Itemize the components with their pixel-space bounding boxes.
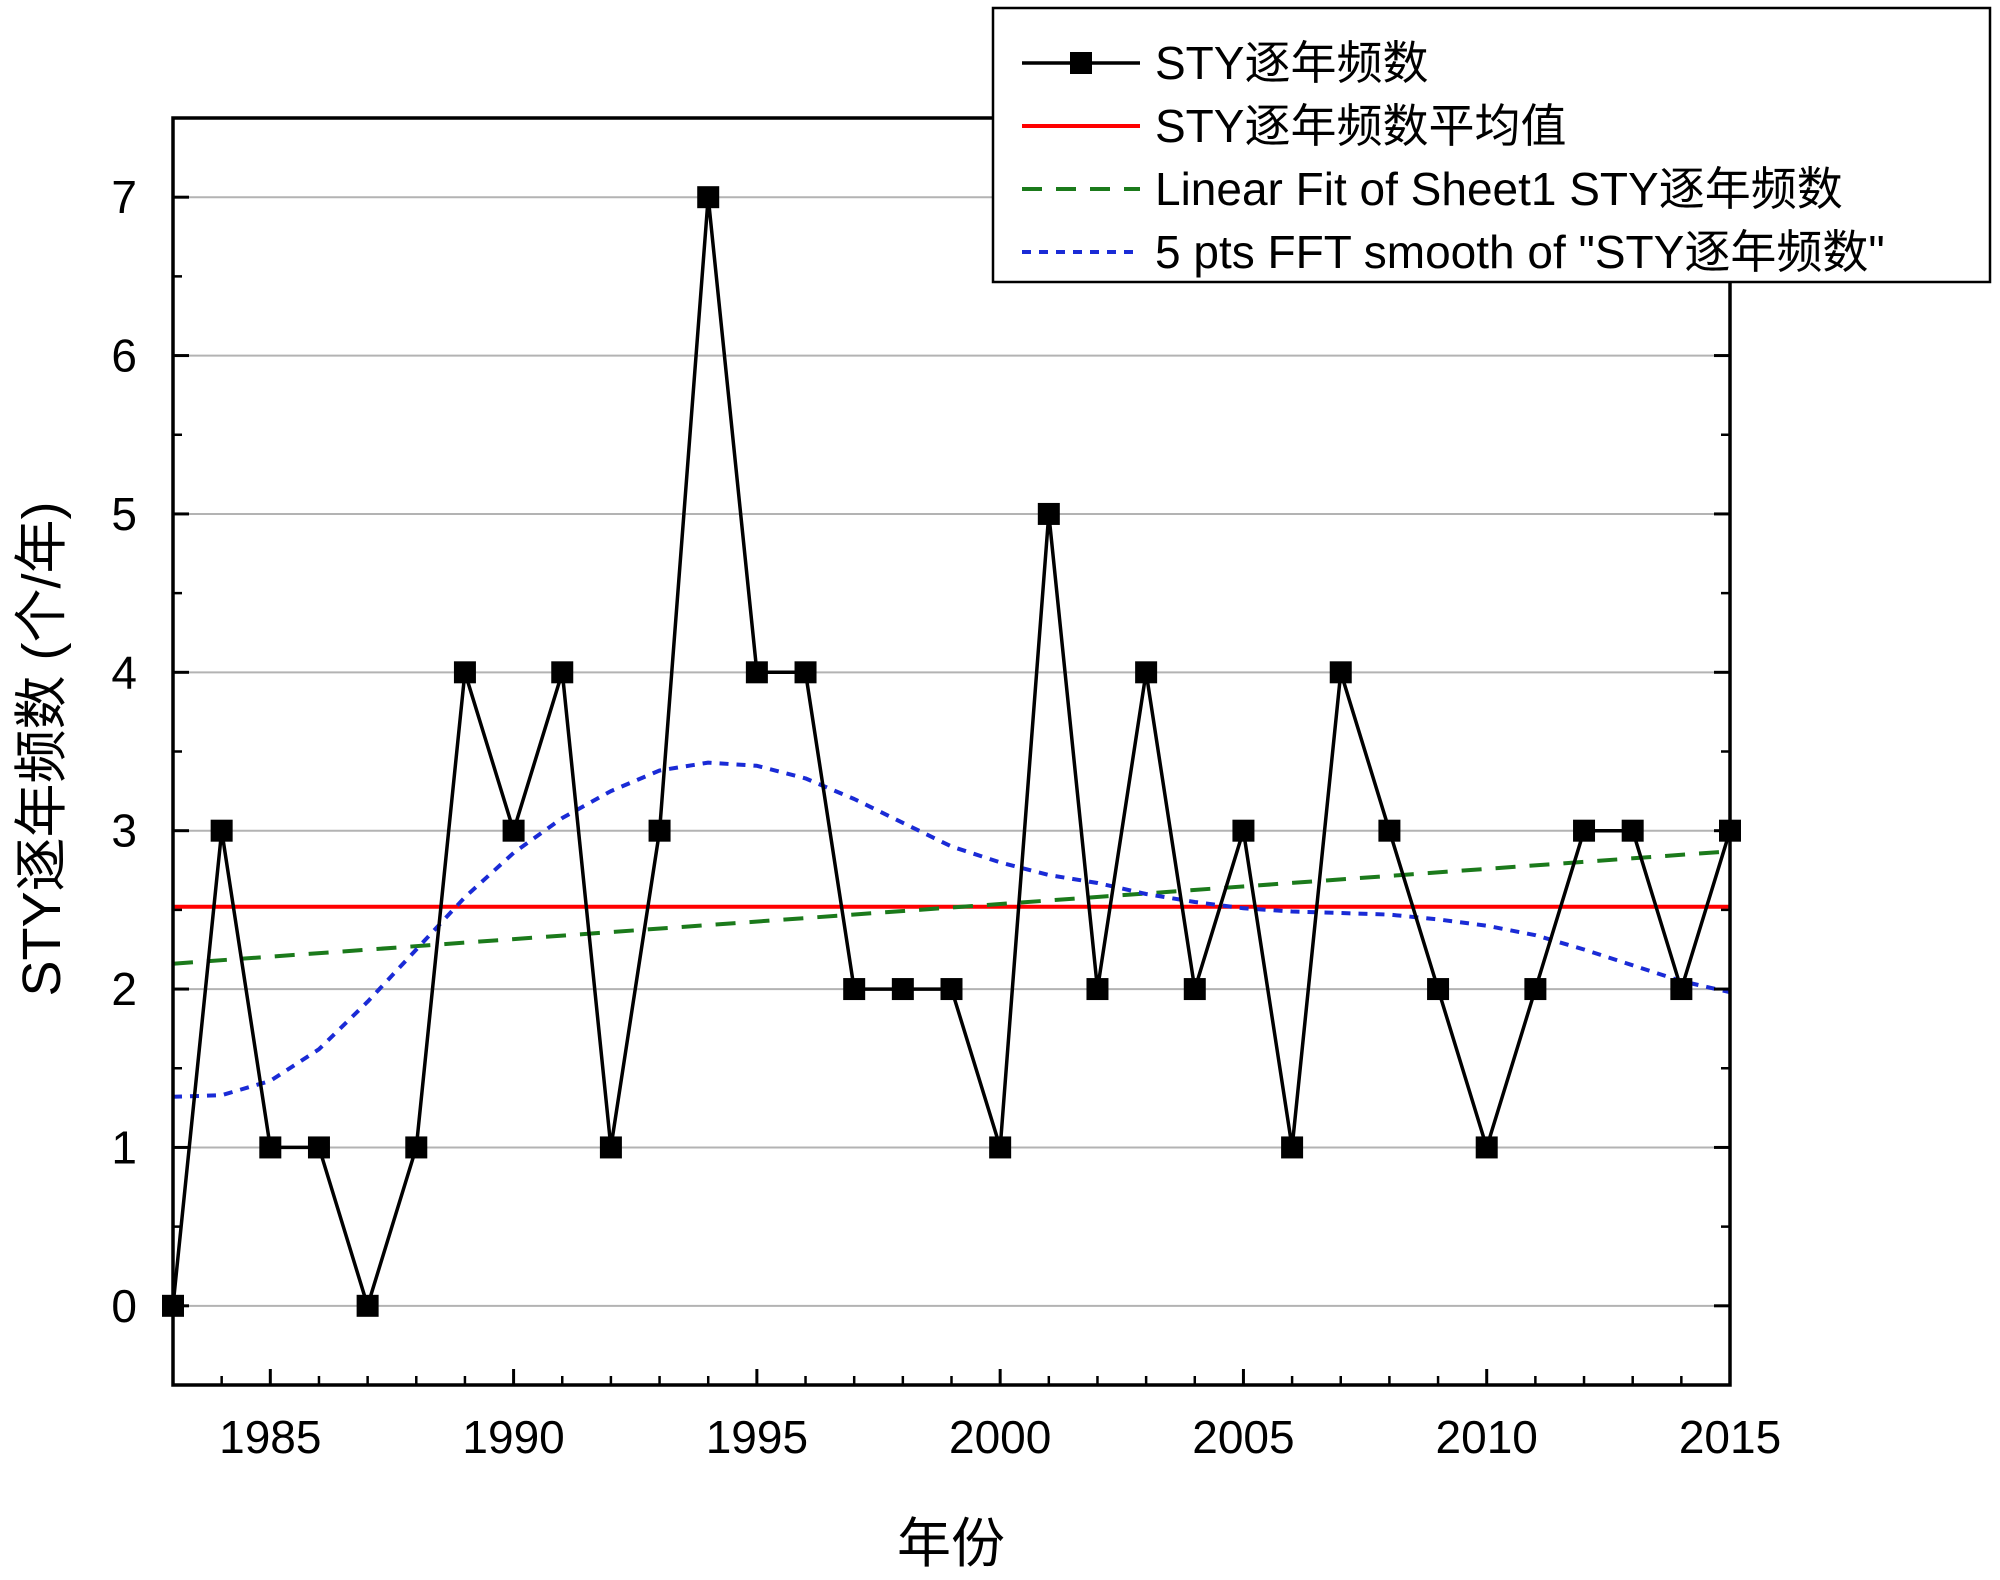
x-tick-label: 2015 — [1679, 1411, 1781, 1463]
data-point — [1281, 1136, 1304, 1159]
y-tick-label: 5 — [111, 488, 137, 540]
data-point — [1232, 819, 1255, 842]
series-line-2 — [172, 849, 1731, 966]
x-tick-label: 1990 — [462, 1411, 564, 1463]
data-point — [843, 978, 866, 1001]
data-point — [1427, 978, 1450, 1001]
y-tick-label: 1 — [111, 1121, 137, 1173]
y-tick-label: 3 — [111, 805, 137, 857]
data-point — [551, 661, 574, 684]
legend-marker — [1070, 52, 1092, 74]
data-point — [307, 1136, 330, 1159]
legend-label-0: STY逐年频数 — [1155, 37, 1428, 89]
data-point — [405, 1136, 428, 1159]
legend-label-1: STY逐年频数平均值 — [1155, 100, 1566, 152]
data-point — [1183, 978, 1206, 1001]
data-point — [697, 186, 720, 209]
y-tick-label: 4 — [111, 646, 137, 698]
data-point — [599, 1136, 622, 1159]
data-point — [1037, 502, 1060, 525]
data-point — [1378, 819, 1401, 842]
data-point — [1135, 661, 1158, 684]
data-point — [1573, 819, 1596, 842]
data-point — [1475, 1136, 1498, 1159]
y-tick-label: 6 — [111, 330, 137, 382]
x-tick-label: 2000 — [949, 1411, 1051, 1463]
data-point — [502, 819, 525, 842]
series-line-3 — [172, 760, 1731, 1099]
legend-label-3: 5 pts FFT smooth of "STY逐年频数" — [1155, 226, 1885, 278]
series-layer — [162, 186, 1741, 1317]
data-point — [356, 1294, 379, 1317]
data-point — [891, 978, 914, 1001]
legend-label-2: Linear Fit of Sheet1 STY逐年频数 — [1155, 163, 1843, 215]
y-axis-ticks: 0 1 2 3 4 5 6 7 — [111, 116, 1730, 1387]
data-point — [1524, 978, 1547, 1001]
y-tick-label: 2 — [111, 963, 137, 1015]
data-point — [210, 819, 233, 842]
data-point — [1670, 978, 1693, 1001]
y-axis-title: STY逐年频数 (个/年) — [12, 502, 72, 997]
data-point — [745, 661, 768, 684]
legend-box — [991, 6, 1992, 284]
legend: STY逐年频数 STY逐年频数平均值 Linear Fit of Sheet1 ST… — [991, 6, 1992, 284]
y-tick-label: 0 — [111, 1280, 137, 1332]
data-point — [989, 1136, 1012, 1159]
data-point — [259, 1136, 282, 1159]
x-tick-label: 2010 — [1436, 1411, 1538, 1463]
data-point — [1329, 661, 1352, 684]
x-axis-title: 年份 — [897, 1514, 1005, 1574]
y-tick-label: 7 — [111, 171, 137, 223]
data-point — [1621, 819, 1644, 842]
data-point — [794, 661, 817, 684]
x-tick-label: 1985 — [219, 1411, 321, 1463]
data-point — [648, 819, 671, 842]
data-point — [453, 661, 476, 684]
data-point — [940, 978, 963, 1001]
x-tick-label: 2005 — [1192, 1411, 1294, 1463]
plot-frame — [171, 116, 1732, 1387]
x-axis-ticks: 1985 1990 1995 2000 2005 2010 2015 — [171, 1369, 1781, 1463]
x-tick-label: 1995 — [706, 1411, 808, 1463]
data-point — [1086, 978, 1109, 1001]
